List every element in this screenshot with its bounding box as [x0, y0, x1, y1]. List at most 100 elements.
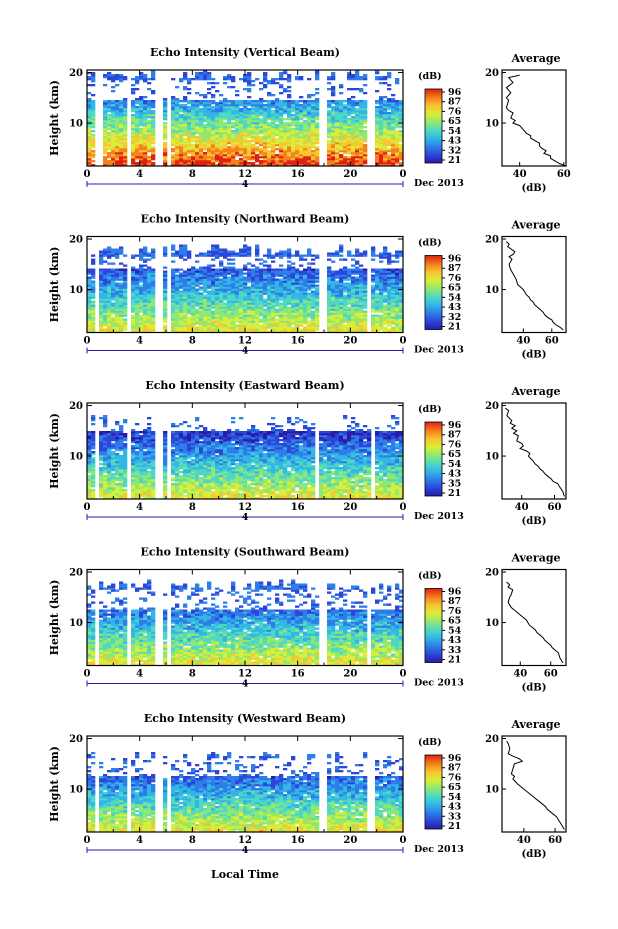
colorbar-tick-label: 54 [448, 625, 462, 636]
colorbar-tick-label: 54 [448, 126, 462, 137]
colorbar-tick-label: 76 [448, 772, 462, 783]
x-tick-label: 12 [238, 835, 252, 846]
y-tick-label: 10 [69, 618, 83, 629]
x-tick-label: 0 [84, 502, 91, 513]
colorbar-tick-label: 65 [448, 782, 461, 793]
colorbar-tick-label: 87 [448, 97, 461, 108]
profile-x-tick-label: 60 [544, 669, 558, 680]
panel-title: Echo Intensity (Westward Beam) [144, 712, 346, 725]
colorbar-tick-label: 96 [448, 254, 462, 265]
profile-y-tick-label: 10 [485, 785, 499, 796]
date-marker: 4 [242, 346, 249, 357]
profile-x-tick-label: 40 [517, 835, 531, 846]
colorbar-tick-label: 87 [448, 763, 461, 774]
profile-title: Average [510, 552, 560, 565]
date-marker: 4 [242, 179, 249, 190]
colorbar-tick-label: 76 [448, 106, 462, 117]
y-axis-label: Height (km) [48, 746, 61, 822]
x-tick-label: 16 [291, 336, 305, 347]
x-tick-label: 4 [136, 835, 143, 846]
x-tick-label: 20 [343, 502, 357, 513]
heatmap-cells [87, 752, 404, 833]
x-tick-label: 12 [238, 336, 252, 347]
y-tick-label: 10 [69, 119, 83, 130]
x-tick-label: 20 [343, 336, 357, 347]
profile-line [505, 74, 567, 167]
colorbar-tick-label: 43 [448, 136, 461, 147]
y-tick-label: 10 [69, 785, 83, 796]
y-tick-label: 20 [69, 68, 83, 79]
date-label: Dec 2013 [414, 345, 464, 356]
x-tick-label: 0 [84, 835, 91, 846]
x-tick-label: 20 [343, 835, 357, 846]
colorbar-tick-label: 87 [448, 430, 461, 441]
colorbar-tick-label: 21 [448, 322, 461, 333]
y-tick-label: 20 [69, 401, 83, 412]
profile-x-tick-label: 40 [516, 336, 530, 347]
x-tick-label: 20 [343, 669, 357, 680]
x-tick-label: 12 [238, 669, 252, 680]
colorbar-tick-label: 96 [448, 753, 462, 764]
y-tick-label: 20 [69, 235, 83, 246]
x-tick-label: 20 [343, 169, 357, 180]
profile-y-tick-label: 10 [485, 452, 499, 463]
profile-y-tick-label: 10 [485, 618, 499, 629]
x-tick-label: 0 [400, 669, 407, 680]
x-tick-label: 4 [136, 502, 143, 513]
colorbar-tick-label: 43 [448, 635, 461, 646]
profile-y-tick-label: 20 [485, 235, 499, 246]
date-label: Dec 2013 [414, 844, 464, 855]
profile-line [506, 740, 565, 830]
colorbar-tick-label: 87 [448, 263, 461, 274]
colorbar-tick-label: 76 [448, 606, 462, 617]
profile-frame [501, 568, 567, 667]
x-tick-label: 8 [189, 169, 196, 180]
x-tick-label: 0 [400, 835, 407, 846]
colorbar-tick-label: 65 [448, 616, 461, 627]
colorbar-tick-label: 33 [448, 811, 461, 822]
profile-line [506, 581, 564, 664]
profile-frame [501, 402, 567, 500]
panel-2: Echo Intensity (Northward Beam) 0 4 8 12 16 20… [48, 213, 567, 361]
y-axis-label: Height (km) [48, 413, 61, 489]
date-label: Dec 2013 [414, 511, 464, 522]
profile-y-tick-label: 20 [485, 734, 499, 745]
profile-frame [501, 69, 567, 167]
colorbar-tick-label: 43 [448, 802, 461, 813]
colorbar [424, 588, 443, 663]
heatmap-cells [87, 244, 404, 333]
x-tick-label: 16 [291, 169, 305, 180]
date-label: Dec 2013 [414, 178, 464, 189]
colorbar-unit: (dB) [418, 404, 442, 415]
colorbar-tick-label: 21 [448, 155, 461, 166]
colorbar-tick-label: 54 [448, 292, 462, 303]
colorbar-tick-label: 43 [448, 302, 461, 313]
x-axis-label: Local Time [211, 868, 279, 881]
y-tick-label: 10 [69, 285, 83, 296]
profile-y-tick-label: 20 [485, 568, 499, 579]
profile-line [504, 407, 565, 497]
profile-x-label: (dB) [522, 183, 547, 194]
colorbar-tick-label: 32 [448, 145, 461, 156]
x-tick-label: 0 [400, 169, 407, 180]
colorbar-unit: (dB) [418, 238, 442, 249]
y-tick-label: 20 [69, 734, 83, 745]
colorbar-tick-label: 96 [448, 420, 462, 431]
panel-4: Echo Intensity (Southward Beam) 0 4 8 12 16 20… [48, 546, 567, 694]
x-tick-label: 12 [238, 502, 252, 513]
x-tick-label: 0 [400, 502, 407, 513]
colorbar-tick-label: 76 [448, 439, 462, 450]
x-tick-label: 16 [291, 835, 305, 846]
colorbar-tick-label: 65 [448, 116, 461, 127]
profile-x-tick-label: 60 [548, 835, 562, 846]
date-marker: 4 [242, 512, 249, 523]
panel-3: Echo Intensity (Eastward Beam) 0 4 8 12 16 20 0… [48, 379, 567, 527]
colorbar-tick-label: 87 [448, 596, 461, 607]
profile-x-tick-label: 60 [545, 336, 559, 347]
colorbar-unit: (dB) [418, 71, 442, 82]
colorbar-unit: (dB) [418, 571, 442, 582]
colorbar-tick-label: 76 [448, 273, 462, 284]
colorbar [424, 255, 443, 330]
x-tick-label: 0 [84, 336, 91, 347]
colorbar-tick-label: 65 [448, 449, 461, 460]
